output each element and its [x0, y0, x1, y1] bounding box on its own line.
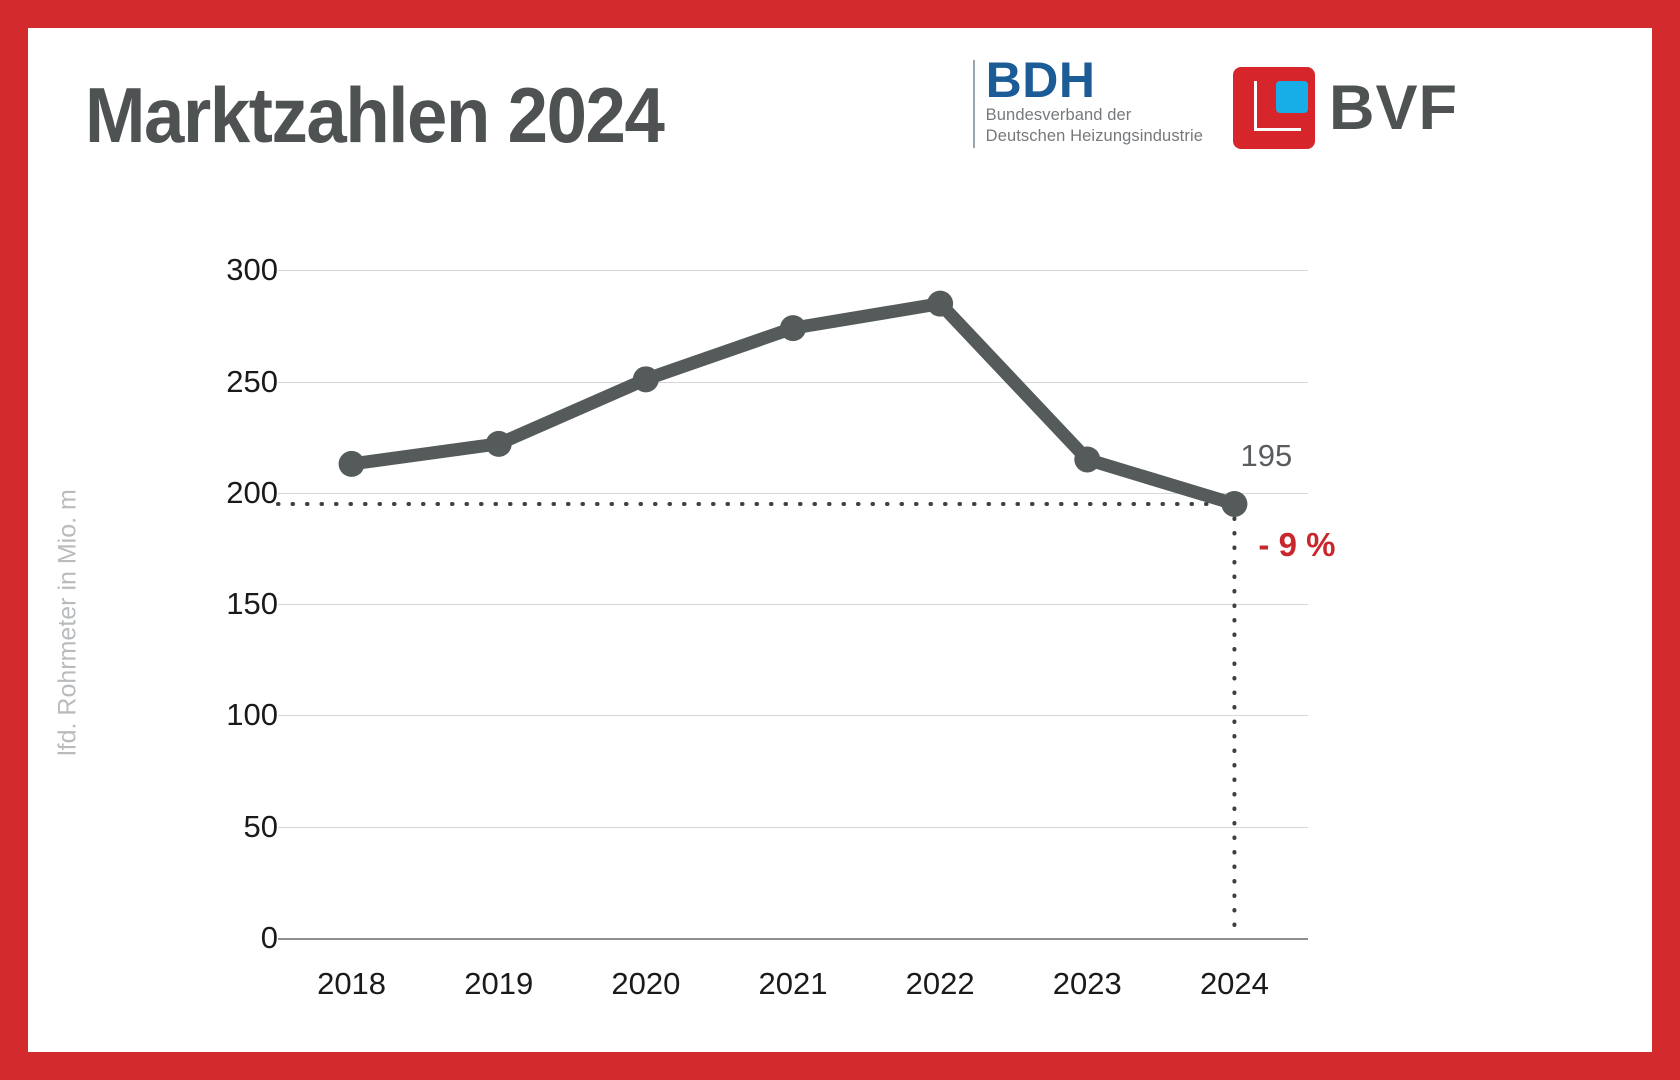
- y-tick-label: 200: [226, 474, 278, 510]
- x-tick-label: 2023: [1052, 966, 1122, 1001]
- bdh-logo: BDH Bundesverband der Deutschen Heizungs…: [973, 52, 1203, 166]
- gridline: [278, 381, 1308, 383]
- bvf-mark-icon: [1233, 67, 1315, 149]
- data-point-marker: [632, 366, 659, 393]
- gridline: [278, 826, 1308, 828]
- data-point-marker: [780, 315, 806, 342]
- bdh-text: BDH Bundesverband der Deutschen Heizungs…: [985, 52, 1203, 146]
- y-tick-label: 300: [226, 252, 278, 288]
- bdh-divider-icon: [973, 60, 975, 148]
- x-tick-label: 2022: [905, 966, 975, 1001]
- bvf-wordmark: BVF: [1329, 72, 1458, 143]
- x-axis-line: [278, 938, 1308, 940]
- x-tick-label: 2019: [464, 966, 534, 1001]
- page-title: Marktzahlen 2024: [85, 71, 665, 159]
- data-point-marker: [927, 290, 954, 317]
- data-point-marker: [1221, 490, 1248, 517]
- y-tick-label: 250: [226, 363, 278, 399]
- gridline: [278, 492, 1308, 494]
- gridline: [278, 270, 1308, 272]
- x-tick-label: 2020: [611, 966, 681, 1001]
- y-tick-label: 150: [226, 586, 278, 622]
- y-tick-label: 50: [243, 808, 278, 844]
- poster-frame: Marktzahlen 2024 BDH Bundesverband der D…: [28, 28, 1652, 1052]
- data-point-marker: [338, 450, 365, 477]
- gridline: [278, 604, 1308, 606]
- bdh-subtitle-line-1: Bundesverband der: [985, 106, 1132, 124]
- y-tick-label: 100: [226, 697, 278, 733]
- data-point-marker: [485, 430, 512, 457]
- plot-series: [276, 290, 1248, 940]
- header: Marktzahlen 2024 BDH Bundesverband der D…: [28, 28, 1652, 188]
- bvf-cyan-square-icon: [1276, 81, 1308, 113]
- value-label-2024: 195: [1240, 437, 1293, 473]
- bvf-logo: BVF: [1233, 58, 1458, 158]
- delta-label: - 9 %: [1258, 525, 1336, 563]
- bdh-subtitle-line-2: Deutschen Heizungsindustrie: [985, 126, 1203, 145]
- x-tick-label: 2021: [758, 966, 828, 1001]
- y-tick-label: 0: [260, 920, 278, 955]
- x-tick-label: 2018: [317, 966, 387, 1001]
- gridline: [278, 715, 1308, 717]
- x-tick-label: 2024: [1199, 966, 1269, 1001]
- data-point-marker: [1074, 446, 1101, 473]
- bdh-wordmark: BDH: [985, 52, 1096, 108]
- bvf-l-shape-icon: [1254, 81, 1301, 131]
- chart: lfd. Rohrmeter in Mio. m 0 50 100 150 200 250…: [28, 188, 1652, 1052]
